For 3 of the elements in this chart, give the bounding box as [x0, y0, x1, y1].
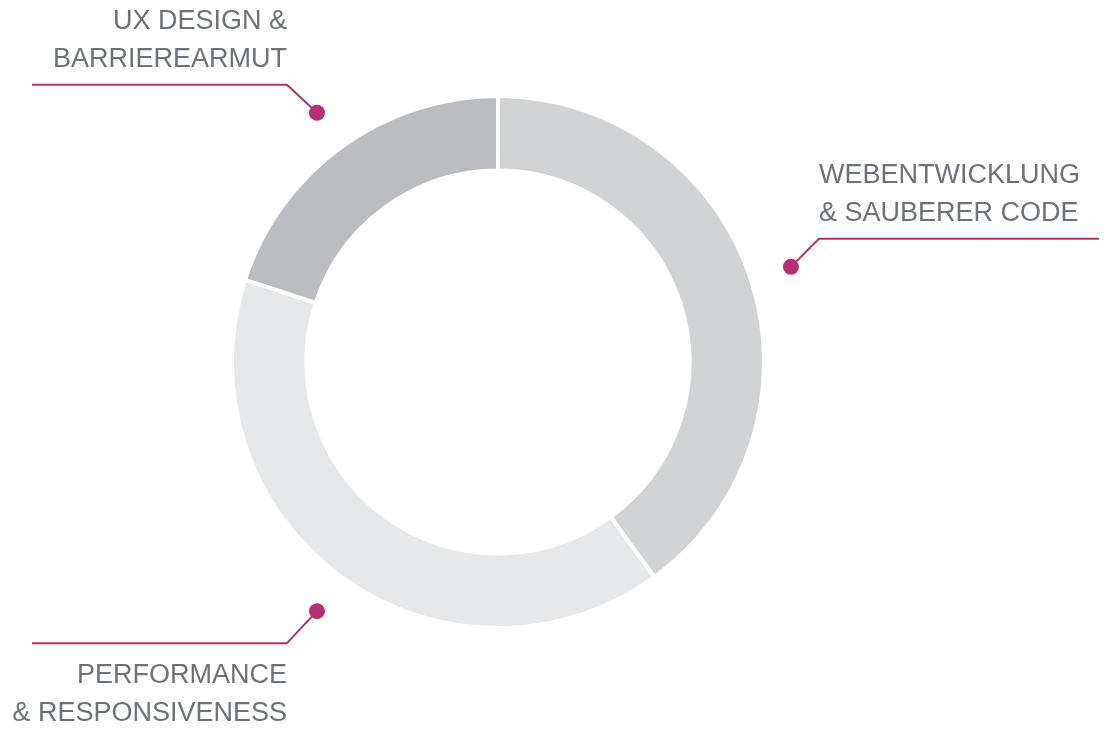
slice-label: UX DESIGN & BARRIEREARMUT: [52, 4, 287, 73]
slice-label: WEBENTWICKLUNG & SAUBERER CODE: [818, 158, 1080, 227]
slice-label: PERFORMANCE & RESPONSIVENESS: [12, 659, 287, 728]
